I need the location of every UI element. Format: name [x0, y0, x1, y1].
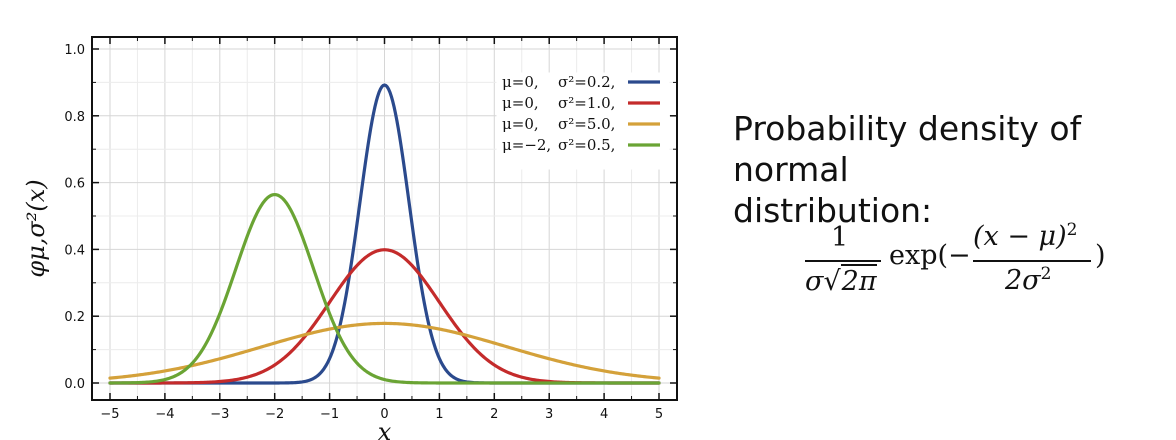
- legend-mu-label: μ=0,: [502, 73, 539, 91]
- formula-close-paren: ): [1095, 240, 1106, 271]
- density-formula: 1 σ√2π exp(− (x − μ)2 2σ2 ): [805, 220, 1165, 312]
- y-tick-label: 0.0: [64, 377, 85, 392]
- formula-denominator-1: σ√2π: [805, 264, 877, 297]
- x-tick-label: 4: [600, 407, 608, 422]
- fraction-bar-2: [973, 260, 1091, 262]
- x-tick-label: −1: [320, 407, 339, 422]
- formula-exp: exp(−: [889, 240, 971, 271]
- y-tick-label: 0.8: [64, 110, 85, 125]
- caption: Probability density of normal distributi…: [733, 108, 1173, 231]
- x-tick-label: 5: [655, 407, 663, 422]
- formula-numerator-2-base: (x − μ): [973, 221, 1067, 252]
- x-tick-label: 3: [545, 407, 553, 422]
- fraction-bar-1: [805, 260, 881, 262]
- formula-root: 2π: [840, 264, 877, 297]
- legend-mu-label: μ=−2,: [502, 136, 551, 154]
- caption-line-1: Probability density of normal: [733, 109, 1082, 189]
- formula-sigma: σ: [805, 266, 824, 297]
- x-tick-label: −3: [210, 407, 229, 422]
- x-tick-label: −5: [100, 407, 119, 422]
- formula-exponent-2: 2: [1040, 264, 1052, 284]
- legend-variance-label: σ²=0.5,: [558, 136, 615, 154]
- y-axis-title: φμ,σ²(x): [22, 179, 50, 277]
- sqrt-sign: √: [823, 266, 841, 297]
- chart-area: μ=0, σ²=0.2, μ=0, σ²=1.0, μ=0, σ²=5.0, μ=−2, σ²…: [22, 36, 678, 440]
- legend-variance-label: σ²=5.0,: [558, 115, 615, 133]
- series-line-4: [108, 192, 661, 385]
- formula-denominator-2: 2σ2: [1005, 264, 1051, 296]
- formula-denominator-2-base: 2σ: [1005, 265, 1041, 296]
- x-tick-label: 1: [435, 407, 443, 422]
- x-tick-label: 2: [490, 407, 498, 422]
- normal-distribution-chart: μ=0, σ²=0.2, μ=0, σ²=1.0, μ=0, σ²=5.0, μ=−2, σ²…: [22, 36, 678, 440]
- x-tick-label: −4: [155, 407, 174, 422]
- formula-numerator-1: 1: [831, 222, 849, 253]
- formula-numerator-2: (x − μ)2: [973, 220, 1077, 252]
- x-axis-title: x: [378, 418, 392, 440]
- y-tick-label: 0.2: [64, 310, 85, 325]
- y-tick-label: 0.4: [64, 243, 85, 258]
- formula-exponent-1: 2: [1066, 220, 1078, 240]
- x-tick-label: −2: [265, 407, 284, 422]
- legend-mu-label: μ=0,: [502, 94, 539, 112]
- series-line-3: [108, 321, 661, 380]
- legend-variance-label: σ²=0.2,: [558, 73, 615, 91]
- x-tick-label: 0: [380, 407, 388, 422]
- y-tick-label: 1.0: [64, 43, 85, 58]
- y-tick-label: 0.6: [64, 177, 85, 192]
- legend-mu-label: μ=0,: [502, 115, 539, 133]
- legend-box: [496, 72, 670, 170]
- caption-line-2: distribution:: [733, 191, 933, 230]
- legend-variance-label: σ²=1.0,: [558, 94, 615, 112]
